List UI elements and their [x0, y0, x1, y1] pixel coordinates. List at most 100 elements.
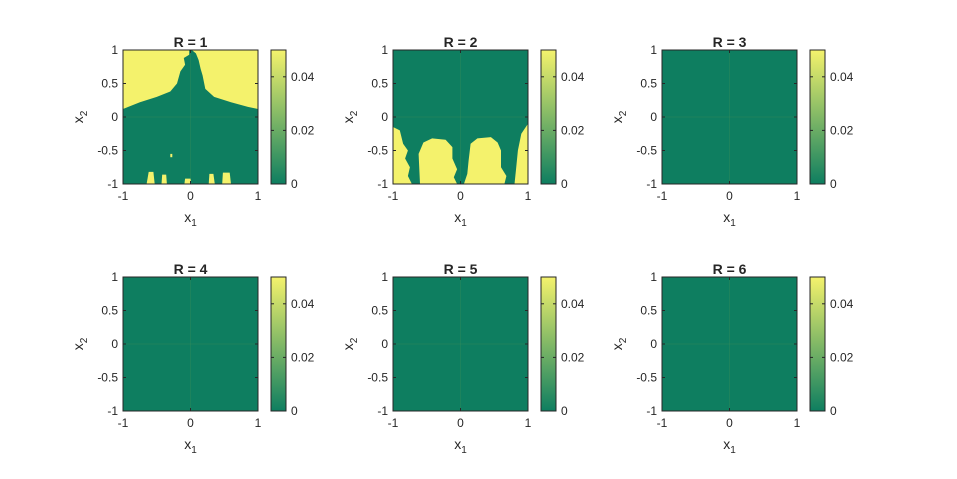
y-tick-label: -0.5	[636, 144, 657, 158]
x-axis-label: x1	[454, 209, 467, 229]
high-value-region	[393, 127, 412, 184]
x-tick-label: 1	[255, 416, 262, 430]
y-axis-label: x2	[609, 337, 629, 350]
x-tick-label: 1	[794, 416, 801, 430]
x-axis-label-main: x	[723, 209, 730, 225]
x-axis-label-main: x	[454, 209, 461, 225]
high-value-region	[208, 173, 215, 184]
x-axis-label-subscript: 1	[730, 218, 736, 229]
y-axis-label-subscript: 2	[349, 337, 360, 343]
y-axis-label-main: x	[70, 343, 86, 350]
y-axis-label: x2	[609, 110, 629, 123]
x-tick-label: 1	[794, 189, 801, 203]
colorbar-tick-label: 0.02	[830, 350, 854, 364]
heatmap-background	[662, 50, 797, 184]
colorbar-tick-label: 0.04	[291, 297, 315, 311]
y-axis-label: x2	[70, 110, 90, 123]
x-tick-label: 1	[525, 189, 532, 203]
x-tick-label: 0	[457, 416, 464, 430]
x-axis-label: x1	[723, 209, 736, 229]
x-tick-label: 0	[726, 189, 733, 203]
y-tick-label: 0	[111, 110, 118, 124]
high-value-region	[418, 138, 458, 184]
colorbar-tick-label: 0.04	[830, 297, 854, 311]
heatmap-background	[123, 277, 258, 411]
y-tick-label: 1	[381, 43, 388, 57]
x-axis-label: x1	[454, 436, 467, 456]
x-axis-label-subscript: 1	[461, 445, 467, 456]
x-tick-label: -1	[388, 416, 399, 430]
x-tick-label: 1	[255, 189, 262, 203]
x-axis-label: x1	[184, 209, 197, 229]
y-tick-label: -1	[377, 404, 388, 418]
high-value-region	[184, 178, 192, 184]
x-axis-label-main: x	[184, 209, 191, 225]
x-tick-label: -1	[657, 189, 668, 203]
colorbar	[540, 49, 557, 185]
colorbar-tick-label: 0.02	[291, 123, 315, 137]
heatmap-background	[393, 277, 528, 411]
y-tick-label: -0.5	[636, 371, 657, 385]
x-axis-label: x1	[184, 436, 197, 456]
y-tick-label: 0	[381, 110, 388, 124]
subplot-title: R = 3	[713, 34, 747, 50]
high-value-region	[123, 50, 190, 109]
x-axis-label-subscript: 1	[730, 445, 736, 456]
y-tick-label: 1	[650, 270, 657, 284]
x-tick-label: 0	[187, 416, 194, 430]
high-value-region	[146, 171, 155, 184]
y-axis-label-main: x	[609, 116, 625, 123]
y-tick-label: 0.5	[371, 77, 388, 91]
y-axis-label-subscript: 2	[618, 110, 629, 116]
y-tick-label: -1	[107, 177, 118, 191]
y-axis-label-subscript: 2	[349, 110, 360, 116]
y-tick-label: 0.5	[101, 77, 118, 91]
colorbar	[270, 49, 287, 185]
x-axis-label-main: x	[454, 436, 461, 452]
high-value-region	[170, 153, 173, 158]
x-axis-label-main: x	[723, 436, 730, 452]
y-axis-label: x2	[340, 110, 360, 123]
colorbar-tick-label: 0	[291, 177, 298, 191]
colorbar-tick-label: 0.04	[561, 70, 585, 84]
x-tick-label: -1	[388, 189, 399, 203]
colorbar-tick-label: 0.04	[830, 70, 854, 84]
high-value-region	[161, 174, 167, 184]
colorbar-tick-label: 0	[830, 177, 837, 191]
x-tick-label: -1	[657, 416, 668, 430]
colorbar	[809, 49, 826, 185]
high-value-region	[514, 123, 528, 184]
high-value-region	[191, 50, 258, 109]
x-axis-label: x1	[723, 436, 736, 456]
subplot-title: R = 1	[174, 34, 208, 50]
colorbar-tick-label: 0	[561, 404, 568, 418]
x-tick-label: -1	[118, 416, 129, 430]
colorbar-tick-label: 0.02	[561, 123, 585, 137]
y-axis-label-subscript: 2	[79, 337, 90, 343]
y-axis-label-main: x	[609, 343, 625, 350]
colorbar-tick-label: 0	[291, 404, 298, 418]
y-tick-label: -0.5	[367, 371, 388, 385]
x-tick-label: -1	[118, 189, 129, 203]
colorbar-tick-label: 0.02	[561, 350, 585, 364]
y-tick-label: 1	[650, 43, 657, 57]
colorbar-tick-label: 0.02	[830, 123, 854, 137]
x-axis-label-main: x	[184, 436, 191, 452]
x-axis-label-subscript: 1	[191, 445, 197, 456]
y-tick-label: -0.5	[367, 144, 388, 158]
y-tick-label: -0.5	[97, 144, 118, 158]
high-value-region	[222, 172, 231, 184]
y-axis-label: x2	[340, 337, 360, 350]
subplot-title: R = 5	[444, 261, 478, 277]
colorbar	[270, 276, 287, 412]
y-axis-label-main: x	[70, 116, 86, 123]
y-tick-label: -1	[646, 404, 657, 418]
y-tick-label: 1	[111, 43, 118, 57]
y-tick-label: -1	[377, 177, 388, 191]
x-tick-label: 1	[525, 416, 532, 430]
